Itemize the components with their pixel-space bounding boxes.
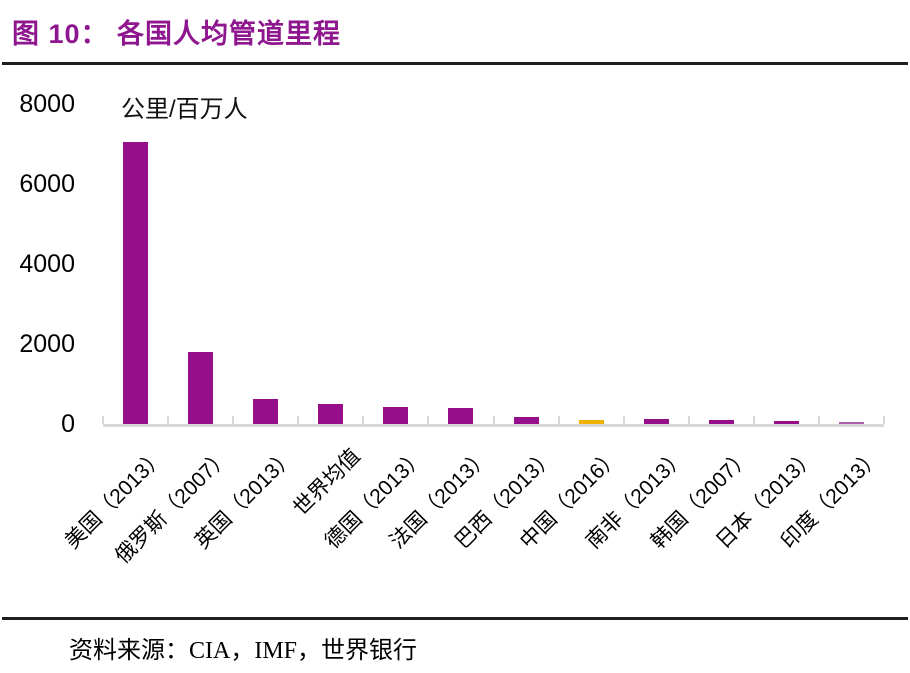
- x-axis-tick: [687, 416, 690, 424]
- x-axis-tick: [167, 416, 170, 424]
- chart-bar: [318, 404, 344, 424]
- y-axis-tick-label: 6000: [19, 170, 75, 198]
- x-axis-line: [103, 424, 884, 427]
- y-axis-tick-label: 4000: [19, 250, 75, 278]
- y-axis-tick-label: 2000: [19, 330, 75, 358]
- chart-bar: [123, 142, 149, 424]
- chart-bar: [448, 408, 474, 424]
- source-divider: [2, 617, 908, 620]
- title-divider: [2, 62, 908, 65]
- x-axis-tick: [427, 416, 430, 424]
- chart-bar: [838, 422, 864, 424]
- chart-bar: [188, 352, 214, 424]
- chart-bar: [253, 399, 279, 424]
- x-axis-tick: [557, 416, 560, 424]
- figure-title: 图 10： 各国人均管道里程: [12, 19, 342, 49]
- x-axis-tick: [883, 416, 885, 424]
- x-axis-tick: [102, 416, 104, 424]
- y-axis-tick-label: 0: [61, 410, 75, 438]
- x-axis-tick: [362, 416, 365, 424]
- y-axis-tick-label: 8000: [19, 90, 75, 118]
- x-axis-tick: [752, 416, 755, 424]
- source-note: 资料来源：CIA，IMF，世界银行: [69, 638, 418, 664]
- chart-bar: [383, 406, 409, 424]
- x-axis-tick: [492, 416, 495, 424]
- chart-bar: [513, 417, 539, 424]
- chart-bar: [773, 420, 799, 424]
- x-axis-tick: [297, 416, 300, 424]
- chart-bar: [708, 420, 734, 424]
- chart-bar: [578, 420, 604, 424]
- chart-bar: [643, 419, 669, 424]
- x-axis-tick: [232, 416, 235, 424]
- y-axis-unit-label: 公里/百万人: [121, 96, 248, 123]
- x-axis-tick: [817, 416, 820, 424]
- x-axis-tick: [622, 416, 625, 424]
